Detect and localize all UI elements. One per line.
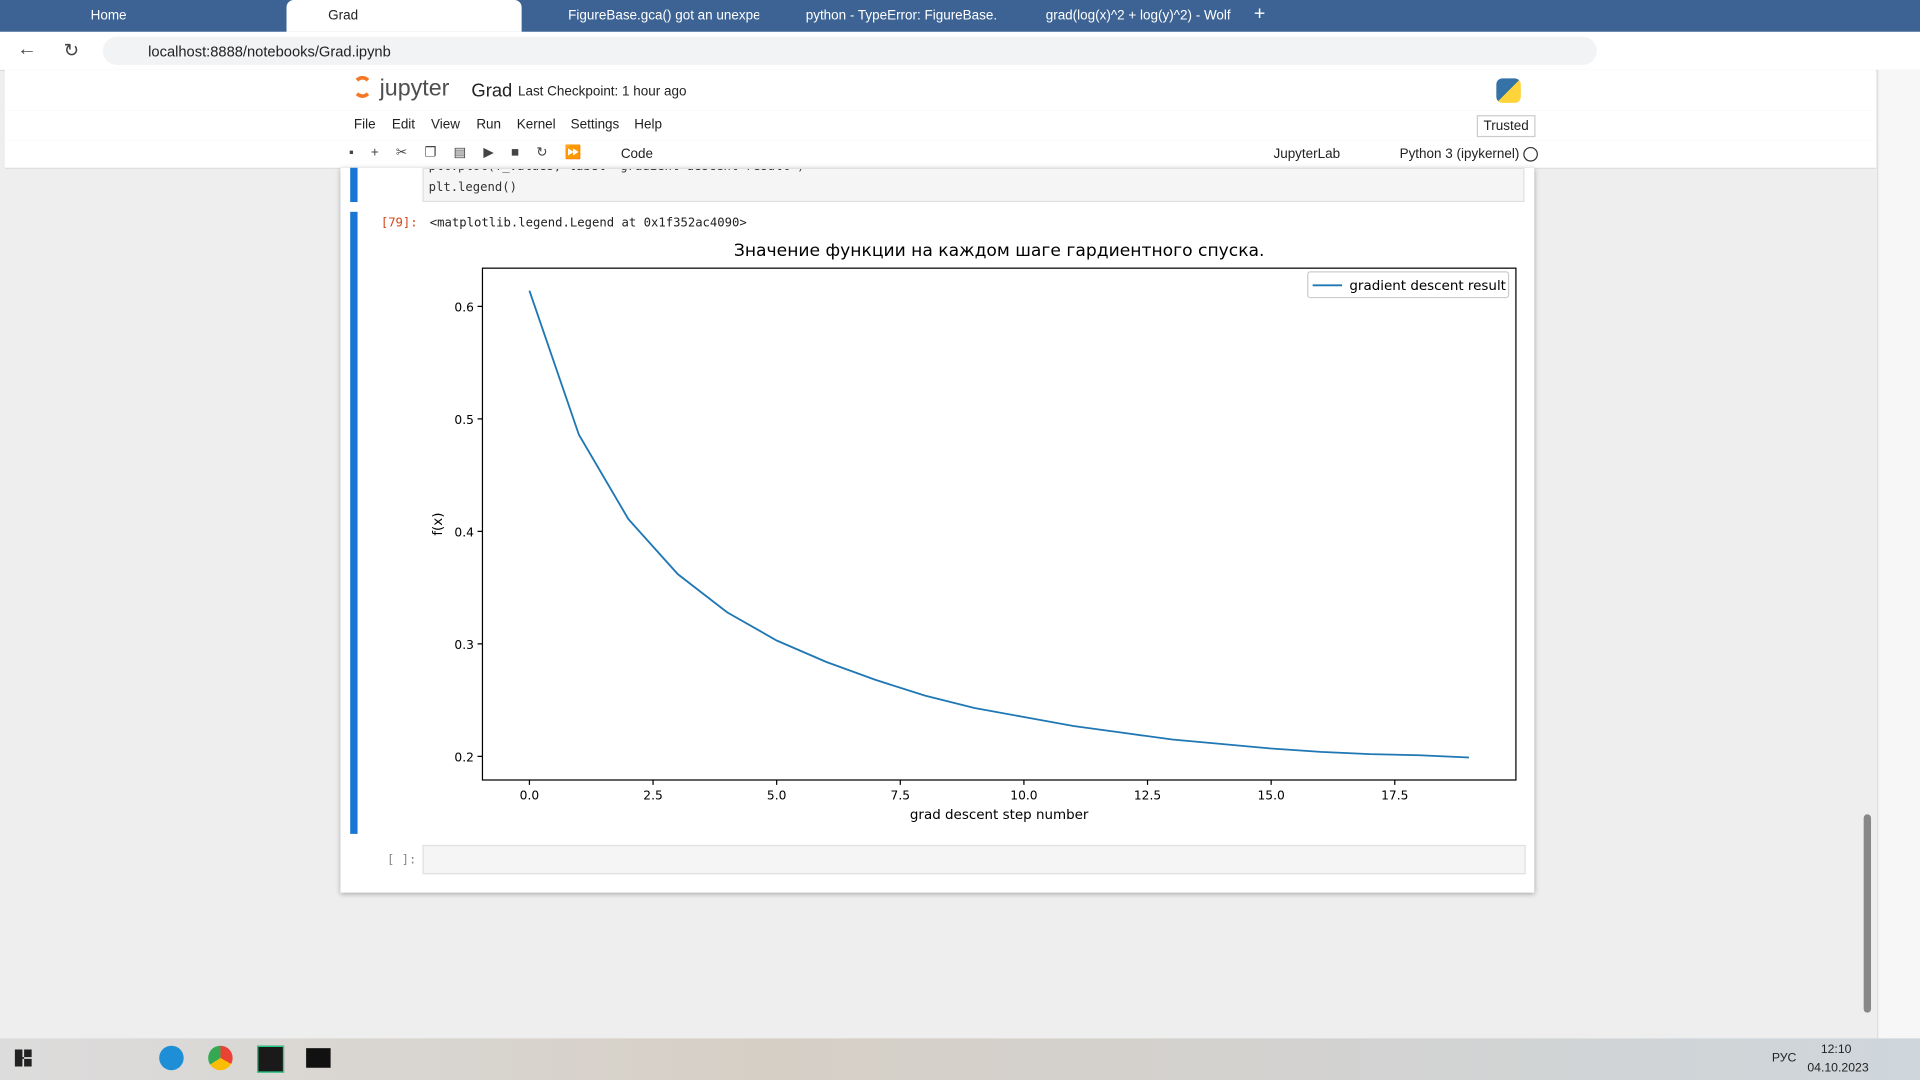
menu-item[interactable]: Settings [570, 117, 620, 133]
x-tick-label: 5.0 [767, 789, 786, 803]
tab[interactable]: grad(log(x)^2 + log(y)^2) - Wolf [1045, 8, 1231, 24]
trusted[interactable]: Trusted [1476, 115, 1536, 138]
logo[interactable]: jupyter [379, 75, 450, 102]
time: 12:10 [1820, 1043, 1852, 1057]
kernel-name[interactable]: Python 3 (ipykernel) [1399, 146, 1520, 162]
toolbar-icons[interactable]: ▪+✂❐▤▶■↻⏩ [348, 145, 599, 161]
terminal-icon[interactable] [306, 1048, 331, 1068]
chart-title: Значение функции на каждом шаге гардиент… [734, 241, 1265, 261]
empty-cell[interactable] [422, 844, 1526, 875]
pycharm-icon[interactable] [257, 1045, 285, 1073]
tab[interactable]: FigureBase.gca() got an unexpec [568, 8, 760, 24]
chrome-icon[interactable] [208, 1045, 233, 1071]
y-tick-label: 0.6 [454, 300, 474, 314]
url: localhost:8888/notebooks/Grad.ipynb [148, 42, 391, 61]
code-area[interactable]: plt.plot(f_values, label='gradient desce… [422, 167, 1525, 203]
y-tick-label: 0.4 [454, 525, 474, 539]
reload-button[interactable]: ↻ [63, 40, 80, 62]
code-line: plt.plot(f_values, label='gradient desce… [429, 169, 805, 174]
address-field[interactable] [102, 36, 1597, 65]
notebook-name[interactable]: Grad [471, 80, 513, 102]
notebook-toolbar [4, 140, 1876, 169]
legend-box [1307, 271, 1510, 299]
checkpoint: Last Checkpoint: 1 hour ago [517, 84, 687, 100]
menu-bar [4, 110, 1876, 143]
input-prompt: [ ]: [386, 853, 417, 867]
back-button[interactable]: ← [17, 39, 37, 61]
chart: Значение функции на каждом шаге гардиент… [431, 241, 1517, 823]
cell-marker [350, 167, 358, 203]
start-button[interactable] [14, 1049, 32, 1067]
taskbar [0, 1038, 1920, 1080]
code-line: plt.legend() [428, 181, 518, 195]
edge-icon[interactable] [159, 1045, 184, 1071]
tab[interactable]: Grad [286, 0, 522, 32]
cell-type[interactable]: Code [620, 146, 654, 162]
line [528, 290, 1469, 759]
menu-item[interactable]: File [353, 117, 376, 133]
language[interactable]: РУС [1771, 1051, 1797, 1066]
scrollbar[interactable] [1863, 814, 1872, 1013]
x-tick-label: 7.5 [891, 789, 910, 803]
kernel-status [1523, 146, 1538, 162]
menu-item[interactable]: Edit [391, 117, 416, 133]
menu-item[interactable]: Kernel [516, 117, 556, 133]
plot-frame [481, 267, 1517, 781]
tab[interactable]: Home [90, 8, 127, 24]
lab-link[interactable]: JupyterLab [1273, 146, 1341, 162]
menu-item[interactable]: Help [634, 117, 662, 133]
x-tick-label: 15.0 [1258, 789, 1285, 803]
x-tick-label: 2.5 [643, 789, 662, 803]
y-tick-label: 0.5 [454, 413, 473, 427]
menu-item[interactable]: Run [476, 117, 502, 133]
menu-item[interactable]: View [431, 117, 460, 133]
python-logo [1496, 78, 1521, 103]
sidebar [1877, 69, 1920, 1039]
date: 04.10.2023 [1807, 1061, 1869, 1076]
x-tick-label: 10.0 [1010, 789, 1037, 803]
output-text: <matplotlib.legend.Legend at 0x1f352ac40… [429, 216, 747, 231]
jupyter-header [4, 69, 1876, 112]
legend-label: gradient descent result [1349, 279, 1506, 294]
x-tick-label: 12.5 [1134, 789, 1161, 803]
y-axis-label: f(x) [431, 512, 446, 535]
x-tick-label: 17.5 [1381, 789, 1408, 803]
new-tab[interactable]: + [1253, 3, 1266, 25]
x-tick-label: 0.0 [520, 789, 539, 803]
cell-marker [350, 211, 358, 834]
x-axis-label: grad descent step number [910, 808, 1089, 823]
tab[interactable]: python - TypeError: FigureBase.g [805, 8, 997, 24]
output-prompt: [79]: [380, 216, 418, 231]
logo-icon [352, 75, 373, 98]
y-tick-label: 0.2 [454, 750, 473, 764]
y-tick-label: 0.3 [454, 638, 473, 652]
